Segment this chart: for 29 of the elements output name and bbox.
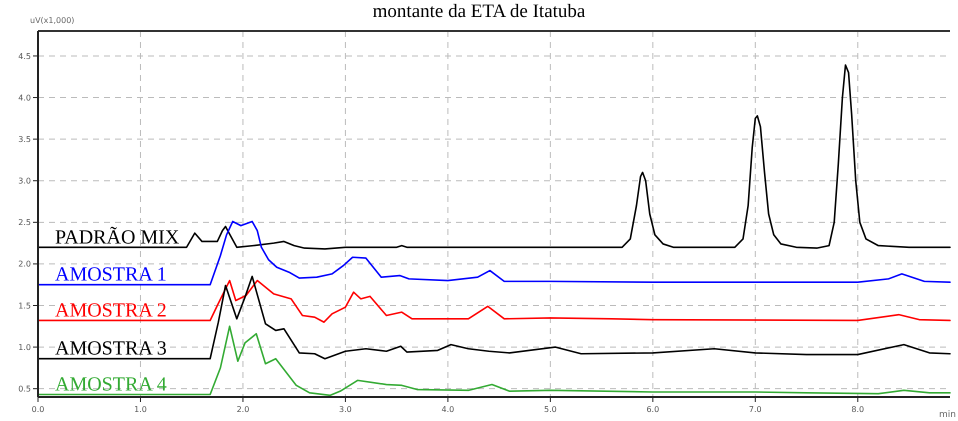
y-tick-label: 2.5 — [18, 218, 31, 228]
y-tick-label: 4.5 — [18, 52, 31, 61]
y-tick-label: 2.0 — [18, 260, 31, 269]
x-tick-label: 6.0 — [646, 405, 660, 414]
y-tick-label: 3.0 — [18, 176, 31, 186]
line-series — [37, 220, 951, 286]
x-tick-label: 0.0 — [32, 405, 44, 414]
series-label: AMOSTRA 3 — [55, 338, 167, 360]
line-series — [37, 64, 951, 250]
x-axis-title: min — [939, 410, 956, 420]
x-tick-label: 4.0 — [442, 405, 454, 414]
y-tick-label: 4.0 — [18, 93, 31, 102]
x-tick-label: 1.0 — [134, 405, 147, 414]
x-tick-label: 7.0 — [748, 405, 762, 414]
series-label: PADRÃO MIX — [55, 226, 180, 248]
series-label: AMOSTRA 1 — [55, 264, 167, 286]
line-series — [37, 280, 951, 323]
series-label: AMOSTRA 4 — [55, 374, 167, 396]
y-tick-label: 0.5 — [18, 384, 31, 394]
x-tick-label: 3.0 — [339, 405, 352, 414]
y-axis-title: uV(x1,000) — [30, 16, 74, 25]
x-tick-label: 8.0 — [851, 405, 864, 414]
x-tick-label: 5.0 — [544, 405, 557, 414]
series-label: AMOSTRA 2 — [55, 299, 167, 322]
y-tick-label: 1.5 — [18, 301, 31, 310]
y-tick-label: 3.5 — [18, 134, 31, 144]
x-tick-label: 2.0 — [236, 405, 250, 414]
y-tick-label: 1.0 — [18, 342, 31, 352]
chart-title: montante da ETA de Itatuba — [372, 1, 586, 22]
